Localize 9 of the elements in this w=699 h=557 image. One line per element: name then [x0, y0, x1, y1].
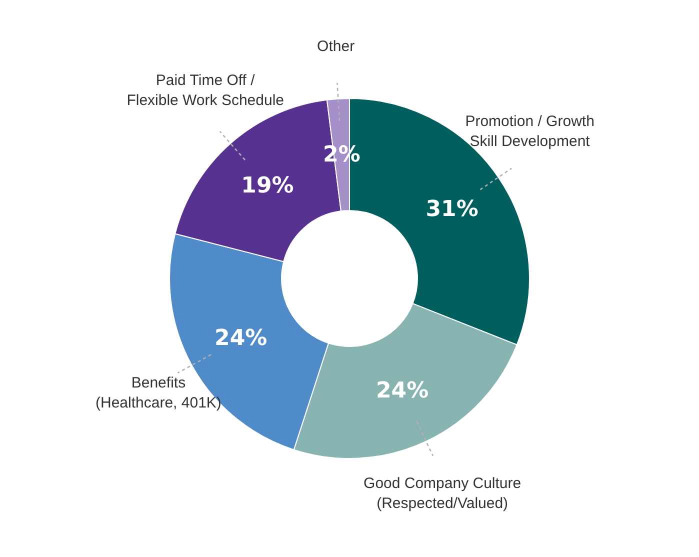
slice-label: Good Company Culture (Respected/Valued)	[364, 474, 522, 512]
data-label: 19%	[241, 173, 294, 198]
data-label: 24%	[376, 378, 429, 404]
slice-label: Benefits (Healthcare, 401K)	[96, 374, 222, 412]
slice-label: Paid Time Off / Flexible Work Schedule	[126, 72, 284, 109]
data-label: 31%	[426, 196, 478, 222]
slice-label: Other	[317, 38, 355, 55]
data-label: 24%	[214, 326, 268, 352]
slice-label: Promotion / Growth Skill Development	[465, 112, 594, 150]
